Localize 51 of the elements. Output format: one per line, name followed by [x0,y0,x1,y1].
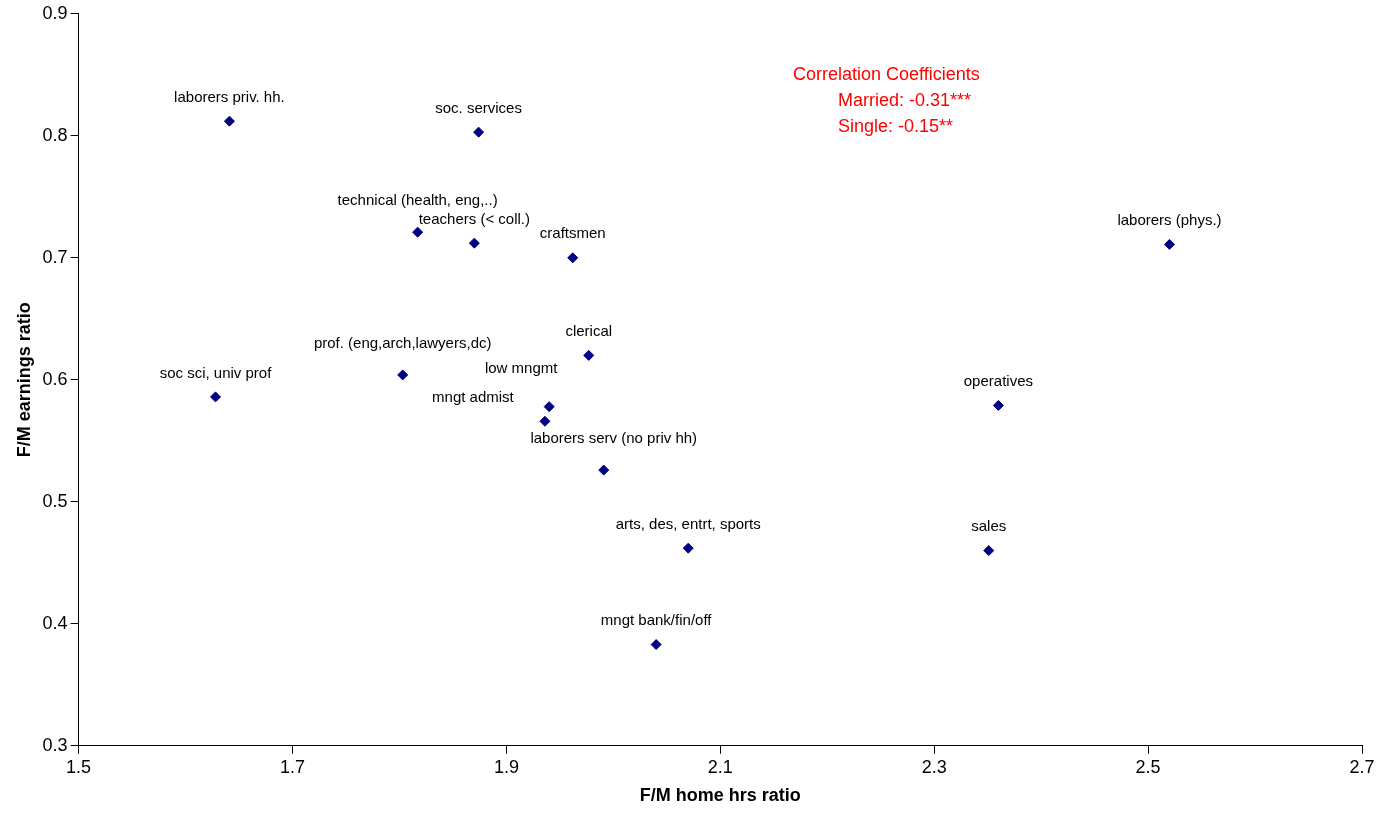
x-tick-label: 1.7 [280,756,306,777]
annotation: mngt bank/fin/off [600,611,713,629]
annotation: laborers (phys.) [1117,211,1222,229]
annotation: Correlation Coefficients [793,63,980,84]
x-tick-label: 1.9 [493,756,519,777]
x-tick-label: 2.7 [1349,756,1375,777]
annotation: soc sci, univ prof [159,363,273,381]
annotation: laborers serv (no priv hh) [530,428,698,446]
y-tick-label: 0.7 [42,246,68,267]
y-axis-title: F/M earnings ratio [13,302,34,458]
x-tick-label: 2.3 [921,756,947,777]
annotation: Married: -0.31*** [838,89,972,110]
annotation: arts, des, entrt, sports [615,514,761,532]
y-tick-label: 0.6 [42,368,68,389]
annotation: operatives [963,372,1033,390]
point [223,115,235,127]
annotation: clerical [565,322,613,340]
annotation: Single: -0.15** [838,115,954,136]
y-tick-label: 0.5 [42,490,68,511]
point [983,545,995,557]
annotation: soc. services [435,98,522,116]
point [992,399,1004,411]
y-tick-label: 0.9 [42,2,68,23]
point [412,226,424,238]
annotation: sales [971,517,1007,535]
y-tick-label: 0.4 [42,612,68,633]
x-tick-label: 1.5 [66,756,92,777]
point [650,639,662,651]
annotation: mngt admist [432,387,515,405]
point [210,391,222,403]
point [583,349,595,361]
point [1163,238,1175,250]
point [473,126,485,138]
point [682,542,694,554]
y-tick-label: 0.8 [42,124,68,145]
point [397,369,409,381]
annotation: prof. (eng,arch,lawyers,dc) [313,333,492,351]
point [567,252,579,264]
y-tick-label: 0.3 [42,734,68,755]
point [543,401,555,413]
x-tick-label: 2.1 [707,756,733,777]
annotation: teachers (< coll.) [418,209,530,227]
annotation: laborers priv. hh. [174,87,285,105]
annotation: craftsmen [539,224,606,242]
annotation: technical (health, eng,..) [337,190,498,208]
point [598,464,610,476]
x-axis-title: F/M home hrs ratio [639,785,801,806]
point [539,415,551,427]
x-tick-label: 2.5 [1135,756,1161,777]
point [468,237,480,249]
annotation: low mngmt [484,359,559,377]
